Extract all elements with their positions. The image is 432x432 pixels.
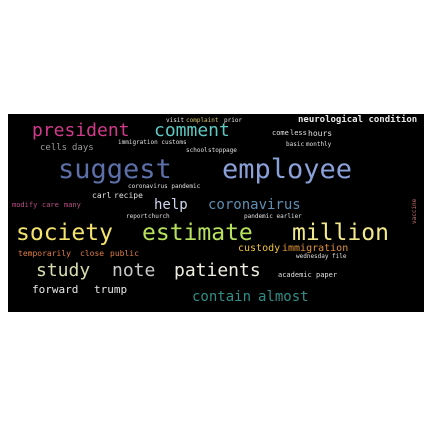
word-cloud: visit complaint prior neurological condi… [8,114,424,312]
word-days: days [72,143,94,153]
word-church: church [148,213,170,220]
word-comment: comment [154,120,230,141]
word-custody: custody [238,243,281,254]
word-less: less [290,129,307,137]
word-trump: trump [94,283,128,296]
word-prior: prior [224,117,243,124]
word-almost: almost [258,289,309,305]
word-immigration-customs: immigration customs [118,139,187,146]
word-president: president [32,120,130,141]
word-contain: contain [192,289,252,305]
word-coronavirus: coronavirus [208,197,301,213]
word-estimate: estimate [142,220,253,246]
word-neurological-condition: neurological condition [298,115,418,125]
word-school: school [186,147,208,154]
word-hours: hours [308,129,333,138]
word-suggest: suggest [58,154,172,185]
word-cells: cells [40,143,68,153]
word-stoppage: stoppage [208,147,237,154]
word-immigration: immigration [282,243,349,254]
word-carl: carl [92,191,112,200]
word-care: care [42,201,59,209]
word-pandemic-earlier: pandemic earlier [244,213,302,220]
word-file: file [332,253,347,260]
word-million: million [292,220,389,246]
word-temporarily: temporarily [18,249,71,258]
word-visit: visit [166,117,185,124]
word-note: note [112,260,156,281]
word-report: report [126,213,148,220]
word-study: study [36,260,91,281]
word-employee: employee [222,154,353,185]
word-patients: patients [174,260,261,281]
word-academic: academic [278,271,312,279]
word-society: society [16,220,113,246]
word-many: many [64,201,81,209]
word-vaccine: vaccine [411,198,418,224]
word-come: come [272,129,289,137]
word-recipe: recipe [114,191,143,200]
word-wednesday: wednesday [296,253,329,260]
word-modify: modify [12,201,38,209]
word-forward: forward [32,283,79,296]
word-coronavirus-pandemic: coronavirus pandemic [128,183,201,190]
word-complaint: complaint [186,117,219,124]
word-help: help [154,197,188,213]
word-public: public [110,249,139,258]
word-monthly: monthly [306,141,332,148]
word-paper: paper [316,271,338,279]
word-close: close [80,249,105,258]
word-basic: basic [286,141,305,148]
